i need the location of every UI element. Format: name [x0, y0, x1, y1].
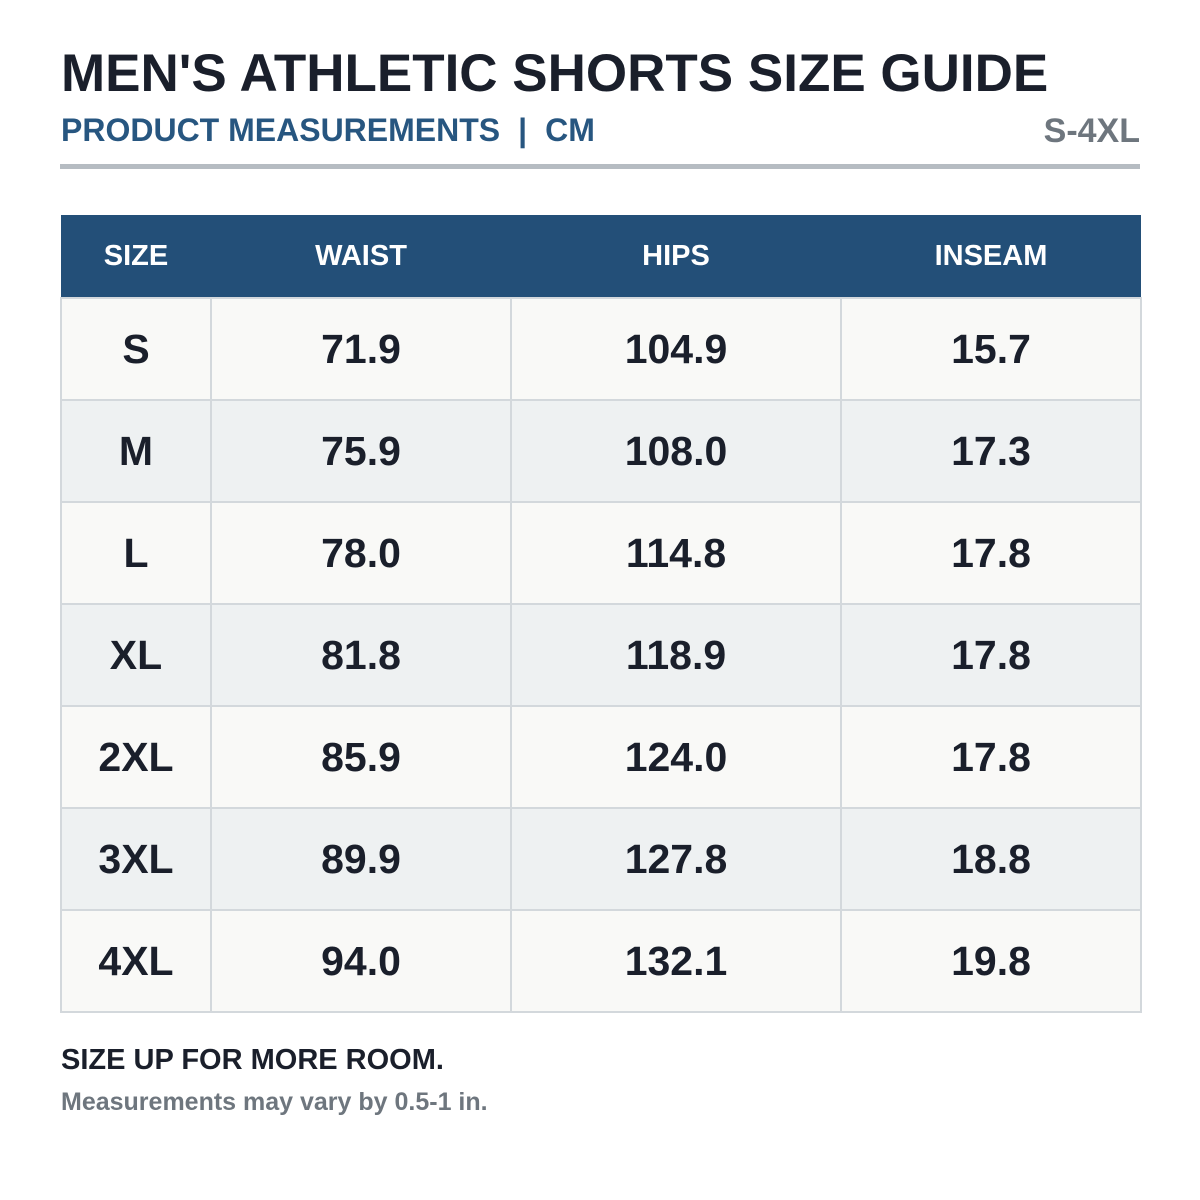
size-chart-table: SIZE WAIST HIPS INSEAM S 71.9 104.9 15.7… — [60, 215, 1142, 1013]
column-header-hips: HIPS — [511, 215, 841, 298]
waist-cell: 71.9 — [210, 297, 512, 401]
hips-cell: 104.9 — [510, 297, 842, 401]
waist-cell: 94.0 — [210, 909, 512, 1013]
inseam-cell: 17.3 — [840, 399, 1142, 503]
subtitle: PRODUCT MEASUREMENTS | CM — [61, 110, 595, 150]
unit-label: CM — [545, 112, 595, 148]
hips-cell: 124.0 — [510, 705, 842, 809]
hips-cell: 118.9 — [510, 603, 842, 707]
table-row: 2XL 85.9 124.0 17.8 — [60, 705, 1142, 809]
size-cell: 4XL — [60, 909, 212, 1013]
inseam-cell: 17.8 — [840, 705, 1142, 809]
table-row: 4XL 94.0 132.1 19.8 — [60, 909, 1142, 1013]
measurement-disclaimer: Measurements may vary by 0.5-1 in. — [61, 1088, 488, 1116]
waist-cell: 75.9 — [210, 399, 512, 503]
inseam-cell: 17.8 — [840, 501, 1142, 605]
size-cell: S — [60, 297, 212, 401]
waist-cell: 81.8 — [210, 603, 512, 707]
hips-cell: 132.1 — [510, 909, 842, 1013]
table-row: L 78.0 114.8 17.8 — [60, 501, 1142, 605]
waist-cell: 78.0 — [210, 501, 512, 605]
size-range-label: S-4XL — [1043, 112, 1140, 150]
size-cell: 3XL — [60, 807, 212, 911]
sizing-advice: SIZE UP FOR MORE ROOM. — [61, 1044, 444, 1076]
subtitle-separator: | — [518, 112, 528, 148]
table-row: S 71.9 104.9 15.7 — [60, 297, 1142, 401]
inseam-cell: 17.8 — [840, 603, 1142, 707]
table-row: 3XL 89.9 127.8 18.8 — [60, 807, 1142, 911]
hips-cell: 127.8 — [510, 807, 842, 911]
size-cell: M — [60, 399, 212, 503]
inseam-cell: 15.7 — [840, 297, 1142, 401]
waist-cell: 85.9 — [210, 705, 512, 809]
table-row: M 75.9 108.0 17.3 — [60, 399, 1142, 503]
table-row: XL 81.8 118.9 17.8 — [60, 603, 1142, 707]
subtitle-label: PRODUCT MEASUREMENTS — [61, 112, 501, 148]
size-cell: 2XL — [60, 705, 212, 809]
column-header-inseam: INSEAM — [841, 215, 1141, 298]
inseam-cell: 18.8 — [840, 807, 1142, 911]
column-header-size: SIZE — [61, 215, 211, 298]
header-divider — [60, 164, 1140, 169]
table-header-row: SIZE WAIST HIPS INSEAM — [61, 215, 1141, 298]
size-cell: XL — [60, 603, 212, 707]
page-title: MEN'S ATHLETIC SHORTS SIZE GUIDE — [61, 44, 1049, 103]
hips-cell: 114.8 — [510, 501, 842, 605]
inseam-cell: 19.8 — [840, 909, 1142, 1013]
size-cell: L — [60, 501, 212, 605]
column-header-waist: WAIST — [211, 215, 511, 298]
waist-cell: 89.9 — [210, 807, 512, 911]
hips-cell: 108.0 — [510, 399, 842, 503]
